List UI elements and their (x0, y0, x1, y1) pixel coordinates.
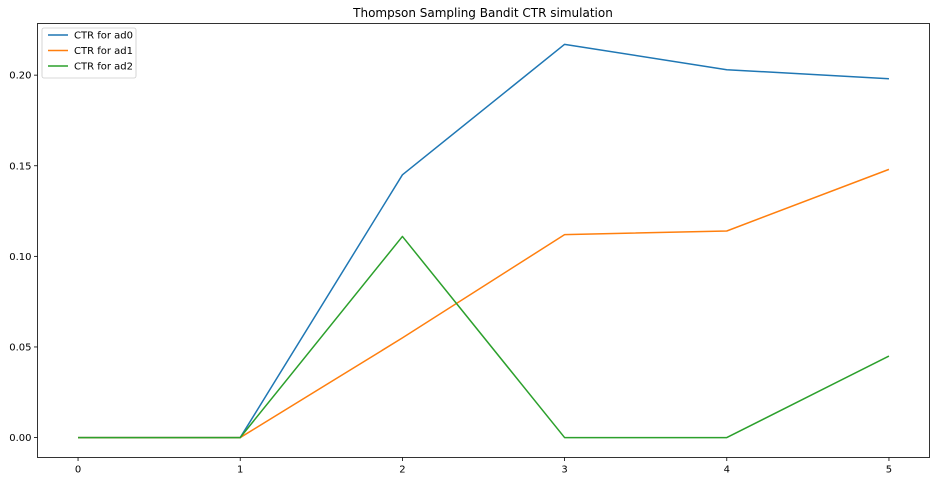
x-tick-label: 5 (886, 465, 892, 476)
y-tick-label: 0.15 (9, 161, 31, 172)
y-axis: 0.00 0.05 0.10 0.15 0.20 (9, 71, 38, 444)
x-tick-label: 2 (399, 465, 405, 476)
series-line-1 (78, 168, 890, 439)
y-tick-label: 0.20 (9, 71, 31, 82)
series-line-0 (78, 43, 889, 439)
y-tick-label: 0.05 (9, 342, 31, 353)
x-tick-label: 3 (561, 465, 567, 476)
plot-lines (78, 43, 890, 439)
legend-label-1: CTR for ad1 (74, 46, 133, 57)
y-tick-label: 0.10 (9, 252, 31, 263)
y-tick-label: 0.00 (9, 433, 31, 444)
x-axis: 0 1 2 3 4 5 (75, 457, 892, 476)
x-tick-label: 1 (237, 465, 243, 476)
chart-title: Thompson Sampling Bandit CTR simulation (352, 6, 613, 20)
legend-label-0: CTR for ad0 (74, 31, 133, 42)
legend: CTR for ad0 CTR for ad1 CTR for ad2 (41, 27, 137, 79)
legend-label-2: CTR for ad2 (74, 62, 133, 73)
x-tick-label: 4 (724, 465, 730, 476)
series-line-2 (78, 235, 890, 439)
plot-frame (37, 23, 930, 458)
x-tick-label: 0 (75, 465, 81, 476)
